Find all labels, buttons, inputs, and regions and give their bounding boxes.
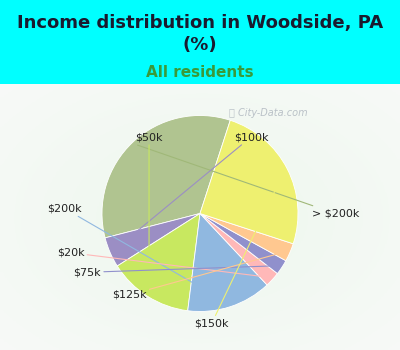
Text: > $200k: > $200k: [138, 145, 359, 218]
Text: $200k: $200k: [48, 204, 227, 302]
Wedge shape: [200, 214, 286, 274]
Wedge shape: [200, 120, 298, 244]
Text: Income distribution in Woodside, PA
(%): Income distribution in Woodside, PA (%): [17, 14, 383, 54]
Text: $100k: $100k: [115, 132, 268, 250]
Wedge shape: [105, 214, 200, 266]
Text: $50k: $50k: [135, 132, 163, 291]
Text: All residents: All residents: [146, 65, 254, 80]
Text: $75k: $75k: [74, 266, 277, 277]
Wedge shape: [102, 116, 230, 238]
Text: ⓘ City-Data.com: ⓘ City-Data.com: [229, 108, 308, 118]
Text: $150k: $150k: [194, 173, 284, 328]
Text: $125k: $125k: [112, 252, 284, 300]
Wedge shape: [188, 214, 267, 312]
Wedge shape: [200, 214, 293, 261]
Text: $20k: $20k: [57, 248, 268, 277]
Wedge shape: [200, 214, 278, 285]
Wedge shape: [117, 214, 200, 311]
